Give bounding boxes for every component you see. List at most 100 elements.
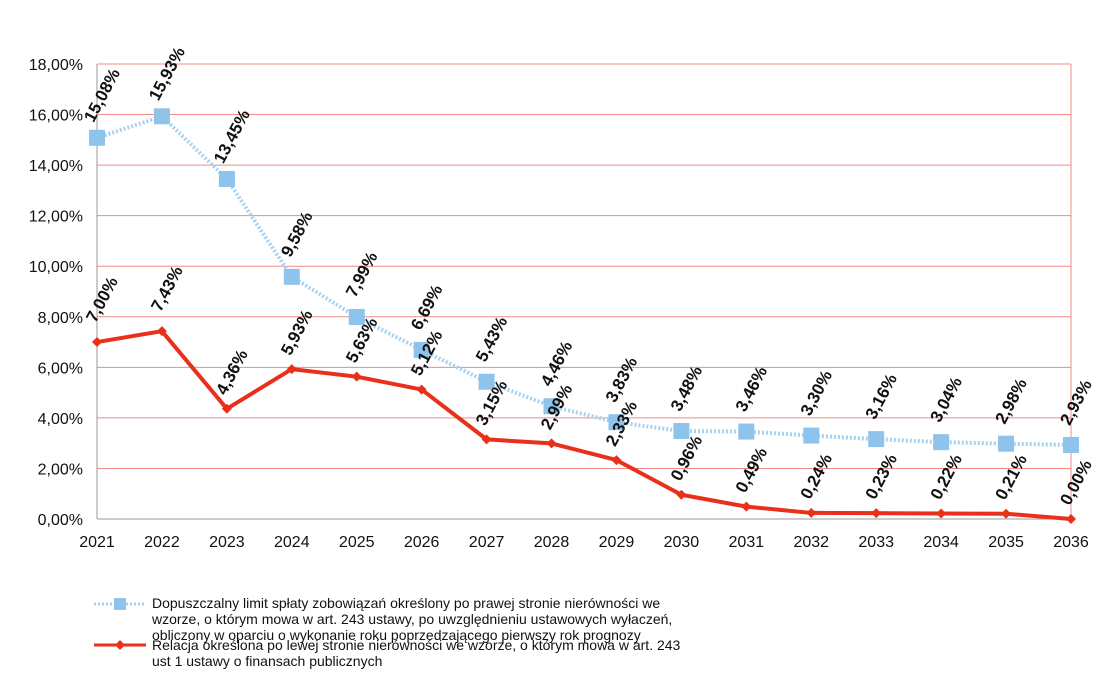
y-tick-label: 8,00% bbox=[38, 310, 83, 327]
marker-relation bbox=[351, 371, 362, 382]
gridlines bbox=[97, 63, 1072, 519]
data-label-relation: 0,96% bbox=[667, 432, 706, 483]
data-label-relation: 7,00% bbox=[82, 274, 121, 325]
marker-relation bbox=[221, 403, 232, 414]
legend-item-limit: Dopuszczalny limit spłaty zobowiązań okr… bbox=[92, 595, 992, 643]
data-label-limit: 3,16% bbox=[862, 371, 901, 422]
y-tick-label: 2,00% bbox=[38, 461, 83, 478]
x-tick-label: 2027 bbox=[469, 534, 505, 551]
marker-relation bbox=[741, 501, 752, 512]
x-tick-label: 2032 bbox=[793, 534, 829, 551]
x-tick-label: 2023 bbox=[209, 534, 245, 551]
data-label-limit: 4,46% bbox=[537, 338, 576, 389]
legend-swatch-relation bbox=[94, 640, 146, 650]
x-tick-label: 2034 bbox=[923, 534, 959, 551]
x-tick-label: 2035 bbox=[988, 534, 1024, 551]
data-label-relation: 5,12% bbox=[407, 327, 446, 378]
x-tick-label: 2026 bbox=[404, 534, 440, 551]
data-label-limit: 5,43% bbox=[472, 313, 511, 364]
legend-label-relation: Relacja określona po lewej stronie nieró… bbox=[152, 637, 681, 669]
marker-relation bbox=[871, 508, 882, 519]
data-label-limit: 15,93% bbox=[145, 44, 189, 104]
marker-limit bbox=[608, 414, 625, 431]
data-label-relation: 7,43% bbox=[147, 263, 186, 314]
series-line-relation bbox=[96, 329, 1072, 521]
y-tick-label: 6,00% bbox=[38, 360, 83, 377]
axes: 0,00% 2,00% 4,00% 6,00% 8,00% 10,00% 12,00% 14,… bbox=[29, 57, 1089, 551]
data-label-relation: 0,00% bbox=[1056, 457, 1095, 508]
legend-swatch-limit bbox=[94, 598, 146, 610]
data-label-limit: 7,99% bbox=[342, 249, 381, 300]
marker-relation bbox=[936, 508, 947, 519]
data-label-relation: 0,21% bbox=[992, 451, 1031, 502]
legend-item-relation: Relacja określona po lewej stronie nieró… bbox=[92, 637, 992, 669]
data-label-relation: 0,49% bbox=[732, 444, 771, 495]
data-label-limit: 2,98% bbox=[992, 375, 1031, 426]
data-label-limit: 2,93% bbox=[1056, 377, 1095, 428]
data-label-relation: 0,24% bbox=[797, 451, 836, 502]
marker-limit bbox=[803, 427, 820, 444]
data-label-limit: 3,46% bbox=[732, 363, 771, 414]
marker-limit bbox=[738, 423, 755, 440]
legend-label-limit: Dopuszczalny limit spłaty zobowiązań okr… bbox=[152, 595, 673, 643]
marker-limit bbox=[673, 423, 690, 440]
y-tick-label: 14,00% bbox=[29, 158, 83, 175]
x-tick-label: 2025 bbox=[339, 534, 375, 551]
marker-limit bbox=[1063, 436, 1079, 453]
data-label-limit: 9,58% bbox=[277, 209, 316, 260]
y-tick-label: 18,00% bbox=[29, 57, 83, 74]
series-lines bbox=[96, 114, 1072, 521]
data-label-limit: 3,48% bbox=[667, 363, 706, 414]
data-label-limit: 3,83% bbox=[602, 354, 641, 405]
marker-relation bbox=[416, 384, 427, 395]
marker-relation bbox=[611, 455, 622, 466]
x-tick-label: 2033 bbox=[858, 534, 894, 551]
marker-limit bbox=[153, 108, 170, 125]
marker-relation bbox=[676, 489, 687, 500]
marker-limit bbox=[933, 434, 950, 451]
series-markers bbox=[89, 108, 1079, 524]
marker-limit bbox=[543, 398, 560, 415]
y-tick-label: 12,00% bbox=[29, 209, 83, 226]
x-tick-label: 2028 bbox=[534, 534, 570, 551]
x-tick-label: 2022 bbox=[144, 534, 180, 551]
marker-relation bbox=[806, 507, 817, 518]
marker-relation bbox=[546, 438, 557, 449]
x-tick-label: 2021 bbox=[79, 534, 115, 551]
marker-limit bbox=[283, 268, 300, 285]
data-label-limit: 6,69% bbox=[407, 282, 446, 333]
data-label-relation: 3,15% bbox=[472, 377, 511, 428]
chart-legend: Dopuszczalny limit spłaty zobowiązań okr… bbox=[92, 595, 992, 669]
x-tick-label: 2029 bbox=[599, 534, 635, 551]
data-label-limit: 15,08% bbox=[80, 65, 124, 125]
x-tick-label: 2031 bbox=[729, 534, 765, 551]
marker-limit bbox=[998, 435, 1015, 452]
marker-limit bbox=[218, 171, 235, 188]
marker-relation bbox=[481, 434, 492, 445]
x-tick-label: 2024 bbox=[274, 534, 310, 551]
y-tick-label: 4,00% bbox=[38, 411, 83, 428]
data-label-relation: 5,93% bbox=[277, 307, 316, 358]
y-tick-label: 0,00% bbox=[38, 512, 83, 529]
data-label-relation: 2,99% bbox=[537, 381, 576, 432]
marker-limit bbox=[478, 373, 495, 390]
data-label-relation: 5,63% bbox=[342, 314, 381, 365]
data-label-relation: 0,23% bbox=[862, 451, 901, 502]
y-tick-label: 10,00% bbox=[29, 259, 83, 276]
marker-limit bbox=[89, 129, 105, 146]
marker-relation bbox=[1001, 508, 1012, 519]
data-label-relation: 4,36% bbox=[212, 346, 251, 397]
marker-limit bbox=[868, 431, 885, 448]
x-tick-label: 2030 bbox=[664, 534, 700, 551]
marker-relation bbox=[286, 364, 297, 375]
marker-limit bbox=[413, 341, 430, 358]
data-label-limit: 3,30% bbox=[797, 367, 836, 418]
marker-relation bbox=[1066, 514, 1076, 524]
marker-relation bbox=[156, 326, 167, 337]
x-tick-label: 2036 bbox=[1053, 534, 1089, 551]
data-label-relation: 0,22% bbox=[927, 451, 966, 502]
y-tick-label: 16,00% bbox=[29, 108, 83, 125]
series-line-limit bbox=[96, 114, 1072, 447]
marker-limit bbox=[348, 309, 365, 326]
